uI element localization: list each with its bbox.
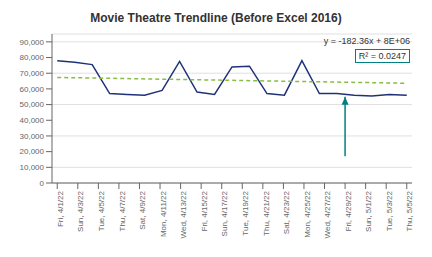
svg-text:Sat, 4/9/22: Sat, 4/9/22 (138, 190, 147, 229)
svg-text:Mon, 4/11/22: Mon, 4/11/22 (159, 190, 168, 237)
svg-text:Thu, 4/21/22: Thu, 4/21/22 (262, 190, 271, 235)
svg-text:20,000: 20,000 (20, 147, 45, 156)
svg-text:0: 0 (40, 179, 45, 188)
svg-text:Sun, 4/3/22: Sun, 4/3/22 (76, 190, 85, 231)
svg-text:Fri, 4/15/22: Fri, 4/15/22 (200, 190, 209, 231)
svg-text:40,000: 40,000 (20, 116, 45, 125)
svg-text:30,000: 30,000 (20, 132, 45, 141)
svg-text:Fri, 4/1/22: Fri, 4/1/22 (56, 190, 65, 227)
svg-text:Thu, 5/5/22: Thu, 5/5/22 (405, 190, 414, 231)
svg-text:Sun, 5/1/22: Sun, 5/1/22 (364, 190, 373, 231)
svg-text:Tue, 4/5/22: Tue, 4/5/22 (97, 190, 106, 231)
svg-text:Wed, 4/27/22: Wed, 4/27/22 (323, 190, 332, 238)
svg-text:Mon, 4/25/22: Mon, 4/25/22 (303, 190, 312, 237)
svg-text:Tue, 4/19/22: Tue, 4/19/22 (241, 190, 250, 235)
svg-text:50,000: 50,000 (20, 100, 45, 109)
svg-text:Wed, 4/13/22: Wed, 4/13/22 (179, 190, 188, 238)
html-text:y = -182.36x + 8E+06: y = -182.36x + 8E+06 (323, 36, 410, 46)
html-text:R² = 0.0247: R² = 0.0247 (358, 51, 406, 61)
svg-text:90,000: 90,000 (20, 38, 45, 47)
svg-text:Tue, 5/3/22: Tue, 5/3/22 (385, 190, 394, 231)
svg-text:Sat, 4/23/22: Sat, 4/23/22 (282, 190, 291, 234)
svg-text:Sun, 4/17/22: Sun, 4/17/22 (220, 190, 229, 236)
svg-text:Fri, 4/29/22: Fri, 4/29/22 (344, 190, 353, 231)
svg-text:10,000: 10,000 (20, 163, 45, 172)
svg-text:60,000: 60,000 (20, 85, 45, 94)
html-text:Movie Theatre Trendline (Befor: Movie Theatre Trendline (Before Excel 20… (90, 11, 342, 25)
svg-text:70,000: 70,000 (20, 69, 45, 78)
svg-text:80,000: 80,000 (20, 53, 45, 62)
svg-text:Thu, 4/7/22: Thu, 4/7/22 (118, 190, 127, 231)
